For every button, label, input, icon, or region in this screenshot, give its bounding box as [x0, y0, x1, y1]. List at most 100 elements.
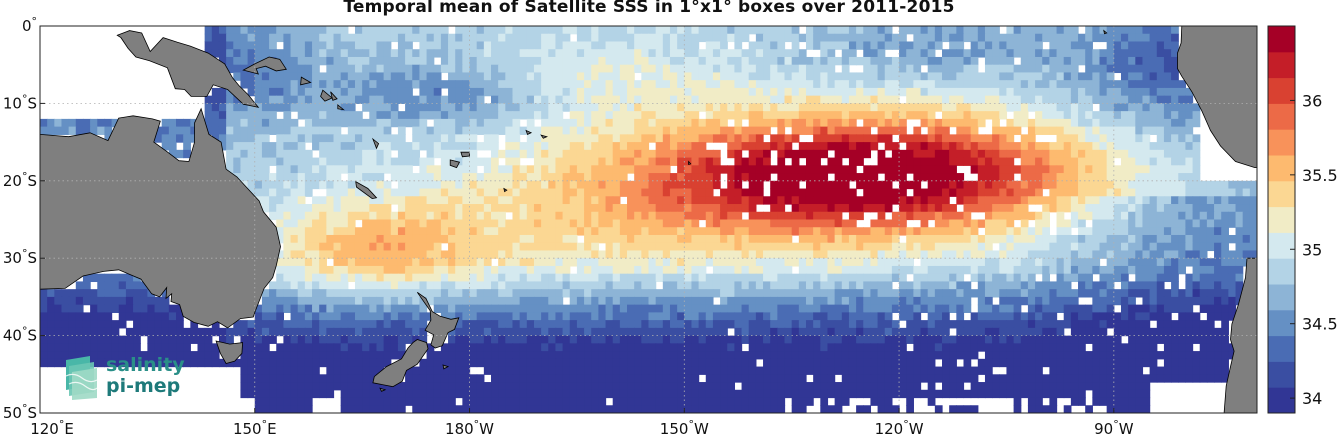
sss-cell — [204, 111, 213, 120]
sss-cell — [1156, 56, 1165, 66]
sss-cell — [512, 258, 521, 267]
sss-cell — [1163, 56, 1172, 66]
sss-cell — [376, 227, 385, 236]
sss-cell — [891, 157, 900, 166]
sss-cell — [619, 64, 628, 74]
sss-cell — [1078, 103, 1086, 112]
sss-cell — [841, 196, 850, 205]
sss-cell — [1070, 250, 1079, 259]
sss-cell — [870, 304, 879, 313]
sss-cell — [369, 250, 378, 259]
sss-cell — [276, 118, 284, 128]
sss-cell — [777, 126, 786, 135]
sss-cell — [927, 273, 936, 283]
sss-cell — [1106, 211, 1115, 221]
sss-cell — [397, 64, 406, 74]
sss-cell — [462, 56, 471, 66]
sss-cell — [226, 126, 234, 135]
sss-cell — [655, 227, 664, 236]
sss-cell — [168, 126, 177, 135]
sss-cell — [741, 33, 750, 43]
sss-cell — [584, 289, 592, 298]
sss-cell — [1178, 157, 1187, 166]
sss-cell — [576, 258, 585, 267]
sss-cell — [505, 281, 514, 290]
sss-cell — [1078, 234, 1086, 244]
sss-cell — [90, 273, 98, 283]
sss-cell — [1035, 304, 1043, 313]
sss-cell — [455, 56, 463, 66]
sss-cell — [390, 26, 399, 35]
sss-cell — [426, 126, 435, 135]
sss-cell — [1206, 265, 1215, 275]
sss-cell — [669, 103, 678, 112]
sss-cell — [899, 56, 907, 66]
sss-cell — [276, 72, 284, 81]
sss-cell — [698, 211, 707, 221]
sss-cell — [748, 204, 757, 213]
sss-cell — [584, 281, 592, 290]
sss-cell — [283, 33, 292, 43]
sss-cell — [784, 103, 793, 112]
sss-cell — [326, 289, 335, 298]
sss-cell — [383, 26, 392, 35]
sss-cell — [347, 95, 356, 104]
sss-cell — [641, 87, 650, 97]
sss-cell — [369, 87, 378, 97]
sss-cell — [269, 180, 277, 190]
sss-cell — [605, 72, 614, 81]
sss-cell — [684, 95, 693, 104]
sss-cell — [669, 134, 678, 143]
sss-cell — [798, 188, 807, 197]
sss-cell — [340, 41, 349, 50]
sss-cell — [1221, 188, 1229, 197]
sss-cell — [519, 227, 528, 236]
sss-cell — [226, 149, 234, 159]
sss-cell — [1056, 157, 1065, 166]
sss-cell — [770, 204, 778, 213]
sss-cell — [720, 204, 728, 213]
sss-cell — [755, 250, 764, 259]
sss-cell — [963, 180, 972, 190]
sss-cell — [834, 157, 843, 166]
sss-cell — [805, 234, 814, 244]
sss-cell — [648, 211, 657, 221]
sss-cell — [784, 134, 793, 143]
cell-row — [204, 49, 1179, 58]
sss-cell — [784, 87, 793, 97]
sss-cell — [491, 273, 499, 283]
sss-cell — [648, 118, 657, 128]
sss-cell — [491, 173, 499, 182]
sss-cell — [870, 227, 879, 236]
sss-cell — [813, 304, 821, 313]
sss-cell — [1113, 118, 1122, 128]
sss-cell — [498, 265, 506, 275]
sss-cell — [949, 33, 957, 43]
sss-cell — [984, 165, 993, 174]
sss-cell — [455, 258, 463, 267]
sss-cell — [276, 157, 284, 166]
sss-cell — [677, 134, 685, 143]
sss-cell — [369, 149, 378, 159]
sss-cell — [1027, 64, 1036, 74]
sss-cell — [913, 173, 922, 182]
sss-cell — [390, 281, 399, 290]
sss-cell — [977, 258, 986, 267]
sss-cell — [218, 142, 227, 151]
sss-cell — [712, 250, 721, 259]
sss-cell — [970, 26, 979, 35]
sss-cell — [848, 265, 857, 275]
sss-cell — [612, 296, 621, 306]
cell-row — [226, 64, 1179, 74]
sss-cell — [462, 258, 471, 267]
sss-cell — [720, 304, 728, 313]
sss-cell — [440, 56, 449, 66]
sss-cell — [1113, 250, 1122, 259]
sss-cell — [791, 149, 800, 159]
sss-cell — [1228, 219, 1237, 228]
sss-cell — [727, 204, 736, 213]
sss-cell — [226, 26, 234, 35]
sss-cell — [319, 273, 327, 283]
sss-cell — [1156, 41, 1165, 50]
sss-cell — [827, 188, 836, 197]
